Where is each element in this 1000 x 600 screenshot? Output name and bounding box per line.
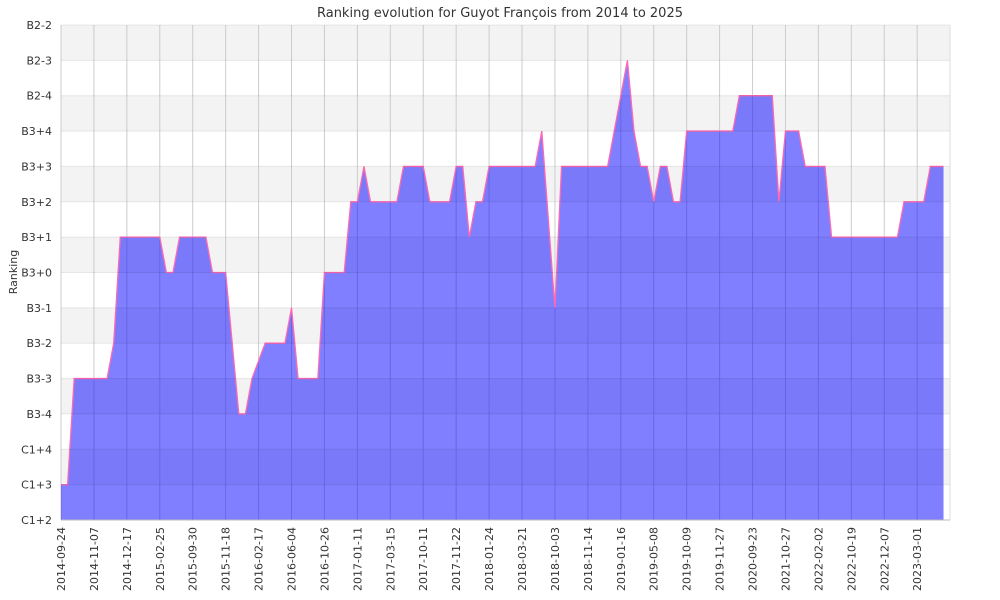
y-tick-label: C1+2 <box>21 514 52 527</box>
horizontal-gridlines <box>61 24 950 521</box>
y-tick-label: B3+3 <box>21 160 52 173</box>
x-tick-label: 2019-11-27 <box>714 527 727 591</box>
x-tick-label: 2016-06-04 <box>286 527 299 591</box>
x-tick-label: 2018-11-14 <box>582 527 595 591</box>
y-tick-label: B3-1 <box>26 302 52 315</box>
x-tick-label: 2015-11-18 <box>220 527 233 591</box>
x-tick-label: 2019-10-09 <box>681 527 694 591</box>
x-tick-label: 2016-10-26 <box>318 527 331 591</box>
y-tick-label: B3-4 <box>26 408 52 421</box>
y-tick-label: C1+4 <box>21 443 52 456</box>
ranking-area <box>61 60 944 521</box>
x-tick-label: 2014-12-17 <box>121 527 134 591</box>
x-tick-label: 2019-01-16 <box>615 527 628 591</box>
y-tick-label: B3-2 <box>26 337 52 350</box>
ranking-line <box>61 60 944 486</box>
x-tick-label: 2016-02-17 <box>253 527 266 591</box>
x-tick-label: 2022-10-19 <box>845 527 858 591</box>
x-tick-label: 2018-10-03 <box>549 527 562 591</box>
y-tick-labels: C1+2 C1+3 C1+4 B3-4 B3-3 B3-2 B3-1 B3+0 B3+1 B3+2… <box>21 19 52 527</box>
y-tick-label: B3+0 <box>21 267 52 280</box>
y-tick-label: B2-2 <box>26 19 52 32</box>
x-tick-label: 2022-02-02 <box>812 527 825 591</box>
y-tick-label: B3+2 <box>21 196 52 209</box>
x-tick-label: 2017-03-15 <box>384 527 397 591</box>
x-tick-label: 2022-12-07 <box>878 527 891 591</box>
x-tick-label: 2017-10-11 <box>417 527 430 591</box>
x-tick-label: 2017-11-22 <box>450 527 463 591</box>
y-tick-label: B2-4 <box>26 90 52 103</box>
background-band <box>61 25 950 61</box>
background-band <box>61 95 950 132</box>
x-tick-label: 2014-11-07 <box>88 527 101 591</box>
x-tick-label: 2017-01-11 <box>351 527 364 591</box>
x-tick-label: 2015-09-30 <box>187 527 200 591</box>
y-tick-label: B3+4 <box>21 125 52 138</box>
x-tick-label: 2020-09-23 <box>747 527 760 591</box>
x-tick-label: 2015-02-25 <box>154 527 167 591</box>
chart-title: Ranking evolution for Guyot François fro… <box>317 6 683 21</box>
y-axis-label: Ranking <box>7 250 20 295</box>
y-tick-label: B3+1 <box>21 231 52 244</box>
x-tick-label: 2014-09-24 <box>55 527 68 591</box>
x-tick-label: 2023-03-01 <box>911 527 924 591</box>
y-tick-label: B2-3 <box>26 54 52 67</box>
x-tick-label: 2021-10-27 <box>779 527 792 591</box>
y-tick-label: C1+3 <box>21 479 52 492</box>
x-tick-label: 2018-01-24 <box>483 527 496 591</box>
x-tick-label: 2018-03-21 <box>516 527 529 591</box>
x-tick-label: 2019-05-08 <box>648 527 661 591</box>
background-band <box>61 131 950 167</box>
background-band <box>61 60 950 96</box>
x-tick-labels: 2014-09-24 2014-11-07 2014-12-17 2015-02-25… <box>55 527 924 591</box>
y-tick-label: B3-3 <box>26 373 52 386</box>
